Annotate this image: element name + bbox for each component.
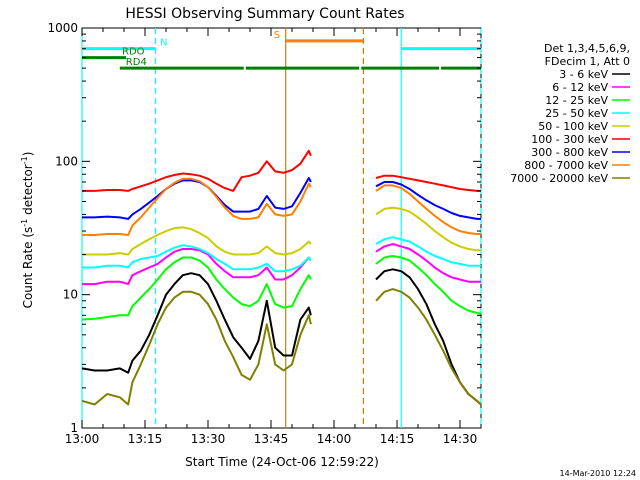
chart-title: HESSI Observing Summary Count Rates xyxy=(125,6,404,22)
vertical-markers xyxy=(81,28,482,428)
x-tick-label: 14:00 xyxy=(317,432,352,446)
series-line xyxy=(375,206,481,252)
legend-entry-label: 100 - 300 keV xyxy=(531,133,608,146)
legend-entry-label: 800 - 7000 keV xyxy=(524,159,608,172)
y-tick-label: 10 xyxy=(63,288,78,302)
x-axis-label: Start Time (24-Oct-06 12:59:22) xyxy=(185,455,379,469)
y-tick-label: 1 xyxy=(70,421,78,435)
series-line xyxy=(375,255,482,315)
legend-entry-label: 25 - 50 keV xyxy=(545,107,608,120)
series-line xyxy=(82,244,312,273)
y-label-part: detector xyxy=(21,164,35,219)
y-label-part: Count Rate (s xyxy=(21,227,35,309)
legend-header: FDecim 1, Att 0 xyxy=(545,55,630,68)
series-line xyxy=(82,149,312,192)
y-tick-label: 100 xyxy=(55,154,78,168)
y-label-sup: -1 xyxy=(20,156,29,164)
y-label-sup: -1 xyxy=(20,219,29,227)
x-axis-ticks: 13:00 13:15 13:30 13:45 14:00 14:15 14:30 xyxy=(65,28,478,446)
x-tick-label: 13:45 xyxy=(254,432,289,446)
series-line xyxy=(82,248,312,286)
flag-bar-label: RDO xyxy=(122,47,145,58)
legend-entry-label: 3 - 6 keV xyxy=(559,68,608,81)
series-line xyxy=(375,288,482,406)
y-axis-label: Count Rate (s-1 detector-1) xyxy=(20,152,35,309)
series-line xyxy=(375,243,481,283)
flag-bar-label: S xyxy=(274,30,280,41)
series-line xyxy=(82,226,312,256)
series-line xyxy=(82,177,312,236)
series-line xyxy=(81,256,312,321)
legend-entry-label: 7000 - 20000 keV xyxy=(510,172,608,185)
flag-bar-label: N xyxy=(160,38,167,49)
series-line xyxy=(375,236,481,267)
legend-header: Det 1,3,4,5,6,9, xyxy=(544,42,630,55)
series-line xyxy=(375,174,481,192)
legend: Det 1,3,4,5,6,9,FDecim 1, Att 03 - 6 keV… xyxy=(510,42,630,185)
legend-entry-label: 12 - 25 keV xyxy=(545,94,608,107)
footer-date: 14-Mar-2010 12:24 xyxy=(560,469,637,478)
series-lines xyxy=(81,149,482,406)
legend-entry-label: 50 - 100 keV xyxy=(538,120,608,133)
x-tick-label: 13:00 xyxy=(65,432,100,446)
x-tick-label: 14:30 xyxy=(443,432,478,446)
series-line xyxy=(81,290,312,406)
y-axis-ticks: 1 10 100 1000 xyxy=(47,21,481,435)
legend-entry-label: 6 - 12 keV xyxy=(552,81,608,94)
series-line xyxy=(82,177,312,220)
flag-bar-label: RD4 xyxy=(126,57,147,68)
x-tick-label: 13:30 xyxy=(191,432,226,446)
series-line xyxy=(375,181,481,220)
y-label-part: ) xyxy=(21,152,35,157)
legend-entry-label: 300 - 800 keV xyxy=(531,146,608,159)
series-line xyxy=(81,272,312,374)
x-tick-label: 13:15 xyxy=(128,432,163,446)
x-tick-label: 14:15 xyxy=(380,432,415,446)
series-line xyxy=(375,184,481,235)
y-tick-label: 1000 xyxy=(47,21,78,35)
